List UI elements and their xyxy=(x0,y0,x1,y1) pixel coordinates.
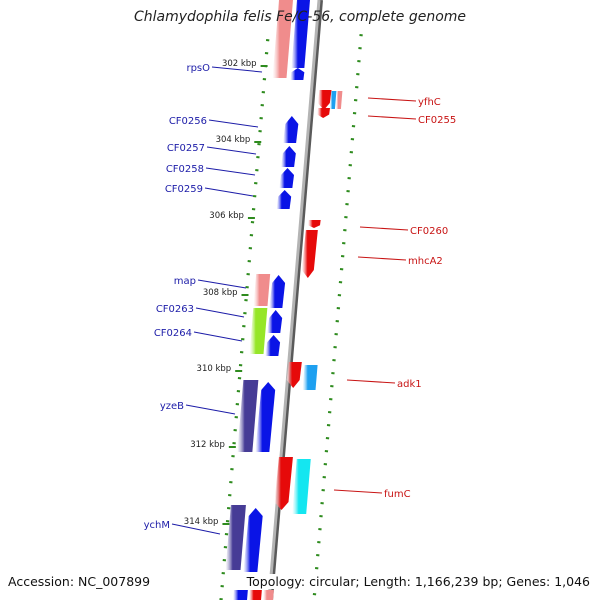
right-leader-line xyxy=(357,256,407,261)
left-leader-line xyxy=(208,119,259,128)
left-leader-line xyxy=(206,146,257,155)
left-gene-label: CF0259 xyxy=(165,184,203,195)
gene-map-blue xyxy=(269,275,286,308)
left-leader-line xyxy=(211,66,263,73)
gene-cf0257 xyxy=(281,146,296,167)
right-gene-label: CF0260 xyxy=(410,226,448,237)
gene-yfhc-sky xyxy=(329,91,337,109)
genome-summary-text: Topology: circular; Length: 1,166,239 bp… xyxy=(246,574,590,589)
left-gene-label: ychM xyxy=(144,520,170,531)
genome-title: Chlamydophila felis Fe/C-56, complete ge… xyxy=(133,9,467,25)
scale-label: 314 kbp xyxy=(184,517,219,527)
left-gene-label: rpsO xyxy=(186,63,210,74)
left-gene-label: map xyxy=(174,276,196,287)
left-leader-line xyxy=(204,187,254,197)
left-leader-line xyxy=(195,307,245,318)
right-leader-line xyxy=(333,489,383,494)
left-gene-label: CF0263 xyxy=(156,304,194,315)
left-gene-label: CF0258 xyxy=(166,164,204,175)
scale-label: 306 kbp xyxy=(209,211,244,221)
left-leader-line xyxy=(197,279,247,289)
gene-cf0256 xyxy=(283,116,299,143)
gene-blue-2 xyxy=(290,68,305,80)
right-gene-label: mhcA2 xyxy=(408,256,443,267)
gene-blue-1 xyxy=(291,0,310,68)
left-leader-line xyxy=(205,167,256,176)
gene-yfhc-red xyxy=(317,90,332,110)
scale-label: 308 kbp xyxy=(203,288,238,298)
right-leader-line xyxy=(346,379,396,384)
gene-bar-yzeb xyxy=(237,380,259,452)
gene-mhca2-red xyxy=(301,230,318,278)
gene-bar-ychm xyxy=(225,505,246,570)
gene-bar-rps0-region xyxy=(272,0,293,78)
gene-bar-cf0263 xyxy=(249,308,268,354)
gene-ychm-blue xyxy=(243,508,263,572)
accession-text: Accession: NC_007899 xyxy=(8,574,151,589)
left-gene-label: yzeB xyxy=(160,401,184,412)
gene-cf0260-red xyxy=(308,220,321,228)
left-gene-label: CF0256 xyxy=(169,116,207,127)
left-gene-label: CF0264 xyxy=(154,328,192,339)
gene-adk1-sky xyxy=(302,365,318,390)
gene-adk1-red xyxy=(286,362,302,388)
gene-bottom-red xyxy=(249,590,262,600)
gene-yfhc-pink xyxy=(335,91,343,109)
gene-fumc-cyan xyxy=(292,459,311,514)
right-leader-line xyxy=(359,226,409,231)
scale-label: 312 kbp xyxy=(190,440,225,450)
left-leader-line xyxy=(193,331,243,342)
left-leader-line xyxy=(185,404,236,415)
gene-cf0263-blue xyxy=(267,310,283,333)
right-gene-label: adk1 xyxy=(397,379,422,390)
scale-label: 302 kbp xyxy=(222,59,257,69)
right-gene-label: CF0255 xyxy=(418,115,456,126)
gene-cf0264-blue xyxy=(265,335,281,356)
gene-cf0259 xyxy=(276,190,292,209)
gene-bar-map xyxy=(253,274,271,306)
gene-bottom-blue xyxy=(233,590,248,600)
right-gene-label: yfhC xyxy=(418,97,441,108)
gene-cf0255-red xyxy=(317,108,331,118)
left-leader-line xyxy=(171,523,221,535)
gene-yzeb-blue xyxy=(255,382,276,452)
scale-label: 304 kbp xyxy=(216,135,251,145)
gene-bottom-pink xyxy=(263,590,274,600)
left-gene-label: CF0257 xyxy=(167,143,205,154)
scale-label: 310 kbp xyxy=(197,364,232,374)
right-leader-line xyxy=(367,97,417,102)
right-leader-line xyxy=(367,115,417,120)
gene-cf0258 xyxy=(279,168,295,188)
gene-fumc-red xyxy=(274,457,293,510)
right-gene-label: fumC xyxy=(384,489,411,500)
